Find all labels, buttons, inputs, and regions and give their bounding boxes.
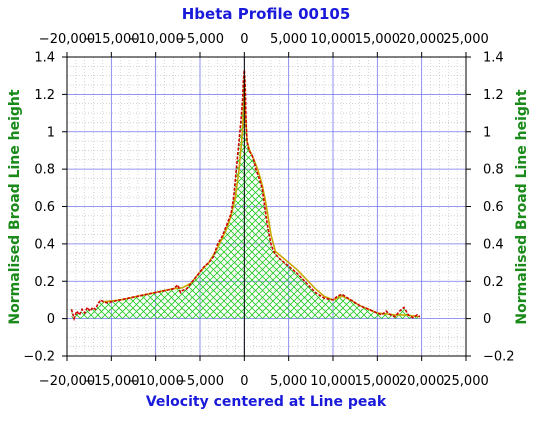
chart-title: Hbeta Profile 00105 — [182, 5, 351, 23]
profile-lines — [70, 70, 421, 322]
x-tick-label-bottom: 15,000 — [355, 374, 401, 389]
x-axis-label: Velocity centered at Line peak — [146, 394, 387, 410]
y-tick-label-left: 0 — [47, 312, 55, 327]
observed-line — [70, 70, 421, 322]
x-tick-label-top: 20,000 — [399, 32, 445, 47]
y-tick-label-left: 1.2 — [34, 88, 55, 103]
x-tick-label-bottom: 5,000 — [270, 374, 307, 389]
y-tick-label-left: −0.2 — [23, 350, 55, 365]
x-tick-label-bottom: 0 — [240, 374, 248, 389]
y-tick-label-left: 0.8 — [34, 163, 55, 178]
y-tick-label-right: 1 — [483, 125, 491, 140]
x-tick-label-top: 5,000 — [270, 32, 307, 47]
tick-labels: −20,000−20,000−15,000−15,000−10,000−10,0… — [23, 32, 514, 389]
x-tick-label-bottom: −5,000 — [176, 374, 224, 389]
x-tick-label-bottom: 25,000 — [443, 374, 489, 389]
x-tick-label-bottom: 20,000 — [399, 374, 445, 389]
y-tick-label-right: 0 — [483, 312, 491, 327]
y-tick-label-left: 0.6 — [34, 200, 55, 215]
x-tick-label-top: 10,000 — [310, 32, 356, 47]
x-tick-label-top: −5,000 — [176, 32, 224, 47]
y-tick-label-right: 0.4 — [483, 237, 504, 252]
y-axis-label-right: Normalised Broad Line height — [514, 89, 530, 324]
x-tick-label-top: 0 — [240, 32, 248, 47]
model-line — [102, 75, 420, 318]
y-tick-label-right: 0.6 — [483, 200, 504, 215]
x-tick-label-top: −20,000 — [39, 32, 95, 47]
x-tick-label-bottom: −15,000 — [83, 374, 139, 389]
axes — [62, 52, 471, 361]
x-tick-label-top: −10,000 — [127, 32, 183, 47]
y-axis-label-left: Normalised Broad Line height — [7, 89, 23, 324]
y-tick-label-left: 0.2 — [34, 275, 55, 290]
y-tick-label-left: 1.4 — [34, 51, 55, 66]
y-tick-label-left: 0.4 — [34, 237, 55, 252]
y-tick-label-right: 0.2 — [483, 275, 504, 290]
y-tick-label-right: 1.4 — [483, 51, 504, 66]
x-tick-label-bottom: 10,000 — [310, 374, 356, 389]
x-tick-label-top: 25,000 — [443, 32, 489, 47]
x-tick-label-top: 15,000 — [355, 32, 401, 47]
y-tick-label-right: −0.2 — [483, 350, 515, 365]
hatched-area — [71, 70, 420, 319]
y-tick-label-left: 1 — [47, 125, 55, 140]
x-tick-label-top: −15,000 — [83, 32, 139, 47]
x-tick-label-bottom: −10,000 — [127, 374, 183, 389]
x-tick-label-bottom: −20,000 — [39, 374, 95, 389]
y-tick-label-right: 0.8 — [483, 163, 504, 178]
hatched-fill — [71, 70, 420, 319]
y-tick-label-right: 1.2 — [483, 88, 504, 103]
